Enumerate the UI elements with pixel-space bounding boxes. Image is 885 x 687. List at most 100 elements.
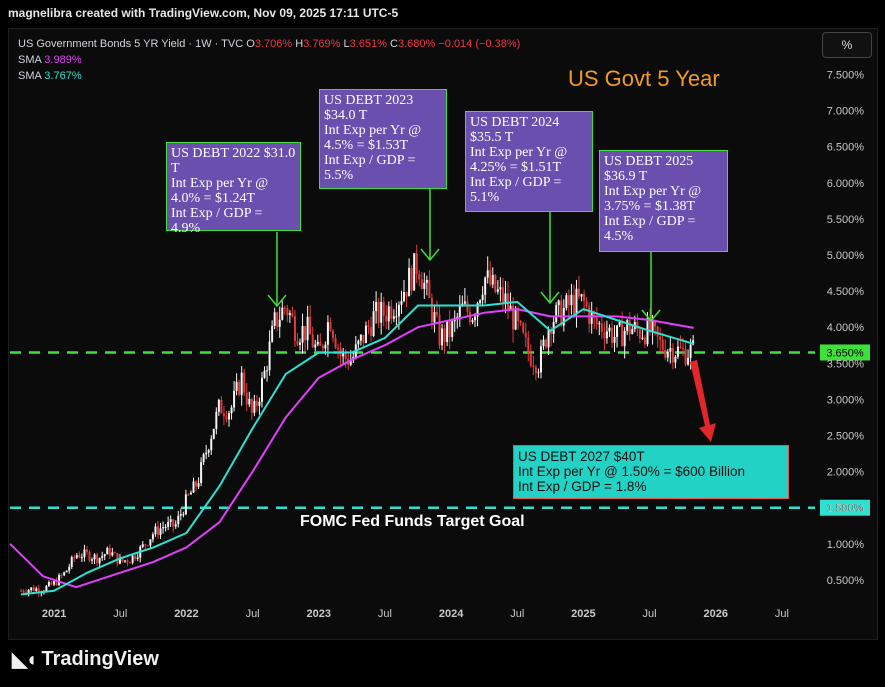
candle-body-27 bbox=[88, 551, 91, 561]
candle-body-30 bbox=[96, 554, 99, 564]
candle-body-173 bbox=[458, 306, 461, 317]
candle-body-178 bbox=[471, 320, 474, 323]
candle-body-83 bbox=[230, 407, 233, 414]
candle-body-209 bbox=[550, 329, 553, 334]
sma-slow-row[interactable]: SMA 3.989% bbox=[18, 52, 520, 68]
open-value: 3.706% bbox=[254, 38, 293, 50]
candle-body-93 bbox=[255, 400, 258, 406]
y-tick-label-7: 4.000% bbox=[827, 322, 865, 334]
candle-body-223 bbox=[585, 300, 588, 307]
candle-body-48 bbox=[141, 544, 144, 547]
candle-body-216 bbox=[567, 295, 570, 306]
candle-body-99 bbox=[271, 325, 274, 342]
candle-body-203 bbox=[534, 367, 537, 373]
candle-body-19 bbox=[68, 566, 71, 571]
candle-body-207 bbox=[545, 339, 548, 348]
candle-body-63 bbox=[179, 514, 182, 516]
candle-body-141 bbox=[377, 301, 380, 323]
candle-body-108 bbox=[293, 316, 296, 342]
candle-body-17 bbox=[63, 572, 66, 576]
candle-body-60 bbox=[172, 519, 175, 527]
candle-body-206 bbox=[542, 339, 545, 347]
candle-body-35 bbox=[108, 547, 111, 556]
candle-body-249 bbox=[651, 321, 654, 333]
candle-body-76 bbox=[212, 428, 215, 439]
candle-body-15 bbox=[58, 575, 61, 585]
tradingview-brand[interactable]: ◣◖ TradingView bbox=[12, 647, 159, 672]
candle-body-200 bbox=[527, 337, 530, 354]
y-tick-label-4: 2.500% bbox=[827, 431, 865, 443]
candle-body-134 bbox=[359, 334, 362, 341]
candle-body-65 bbox=[184, 494, 187, 515]
candle-body-22 bbox=[75, 555, 78, 558]
candle-body-168 bbox=[446, 320, 449, 343]
candle-body-248 bbox=[649, 317, 652, 333]
x-tick-label-0: 2021 bbox=[42, 608, 66, 620]
candle-body-20 bbox=[70, 557, 73, 567]
candle-body-228 bbox=[598, 323, 601, 325]
candle-body-45 bbox=[134, 555, 137, 559]
candle-body-153 bbox=[408, 267, 411, 297]
candle-body-6 bbox=[35, 588, 38, 591]
chart-title-annotation: US Govt 5 Year bbox=[568, 66, 720, 91]
candle-body-24 bbox=[80, 557, 83, 559]
created-by-header: magnelibra created with TradingView.com,… bbox=[0, 0, 885, 26]
candle-body-148 bbox=[395, 316, 398, 318]
candle-body-52 bbox=[151, 534, 154, 540]
candle-body-136 bbox=[364, 325, 367, 343]
candle-body-78 bbox=[217, 399, 220, 412]
candle-body-3 bbox=[27, 590, 30, 594]
candle-body-68 bbox=[192, 481, 195, 493]
candle-body-81 bbox=[225, 416, 228, 420]
candle-body-238 bbox=[623, 330, 626, 347]
candle-body-92 bbox=[253, 400, 256, 413]
candle-body-80 bbox=[222, 413, 225, 417]
candle-body-185 bbox=[489, 270, 492, 285]
candle-body-230 bbox=[603, 331, 606, 339]
candle-body-236 bbox=[618, 321, 621, 326]
candle-body-18 bbox=[65, 570, 68, 573]
candle-body-89 bbox=[245, 392, 248, 405]
candle-body-87 bbox=[240, 372, 243, 395]
candle-body-85 bbox=[235, 381, 238, 391]
change-value: −0.014 (−0.38%) bbox=[438, 38, 521, 50]
candle-body-97 bbox=[266, 370, 269, 372]
candle-body-5 bbox=[32, 587, 35, 591]
y-tick-label-8: 4.500% bbox=[827, 286, 865, 298]
y-tick-label-2: 1.500% bbox=[827, 503, 865, 515]
candle-body-41 bbox=[124, 560, 127, 562]
candle-body-115 bbox=[311, 334, 314, 348]
candle-body-70 bbox=[197, 483, 200, 487]
candle-body-256 bbox=[669, 348, 672, 352]
candle-body-58 bbox=[167, 521, 170, 527]
sma-slow-label: SMA bbox=[18, 54, 42, 66]
candle-body-149 bbox=[397, 304, 400, 317]
candle-body-227 bbox=[595, 317, 598, 325]
candle-body-128 bbox=[344, 352, 347, 359]
candle-body-51 bbox=[149, 539, 152, 546]
horizontal-levels: 3.650% 1.500% bbox=[10, 344, 870, 516]
candle-body-96 bbox=[263, 370, 266, 378]
candle-body-66 bbox=[187, 494, 190, 496]
candle-body-196 bbox=[517, 309, 520, 322]
candle-body-184 bbox=[486, 270, 489, 278]
unit-button[interactable]: % bbox=[822, 32, 872, 58]
candle-body-37 bbox=[113, 552, 116, 554]
candle-body-161 bbox=[428, 279, 431, 298]
sma-fast-row[interactable]: SMA 3.767% bbox=[18, 68, 520, 84]
x-tick-label-4: 2023 bbox=[307, 608, 331, 620]
candle-body-152 bbox=[405, 292, 408, 297]
candle-body-151 bbox=[403, 292, 406, 302]
candle-body-197 bbox=[519, 321, 522, 324]
symbol-name[interactable]: US Government Bonds 5 YR Yield · 1W · TV… bbox=[18, 38, 244, 50]
candle-body-162 bbox=[430, 297, 433, 323]
y-tick-label-1: 1.000% bbox=[827, 539, 865, 551]
annotation-arrows bbox=[267, 189, 716, 442]
candle-body-28 bbox=[91, 559, 94, 561]
candle-body-71 bbox=[200, 462, 203, 484]
high-label: H bbox=[295, 38, 304, 50]
candle-body-262 bbox=[684, 348, 687, 365]
debt-2027-box: US DEBT 2027 $40T Int Exp per Yr @ 1.50%… bbox=[513, 445, 789, 499]
candle-body-199 bbox=[524, 332, 527, 338]
